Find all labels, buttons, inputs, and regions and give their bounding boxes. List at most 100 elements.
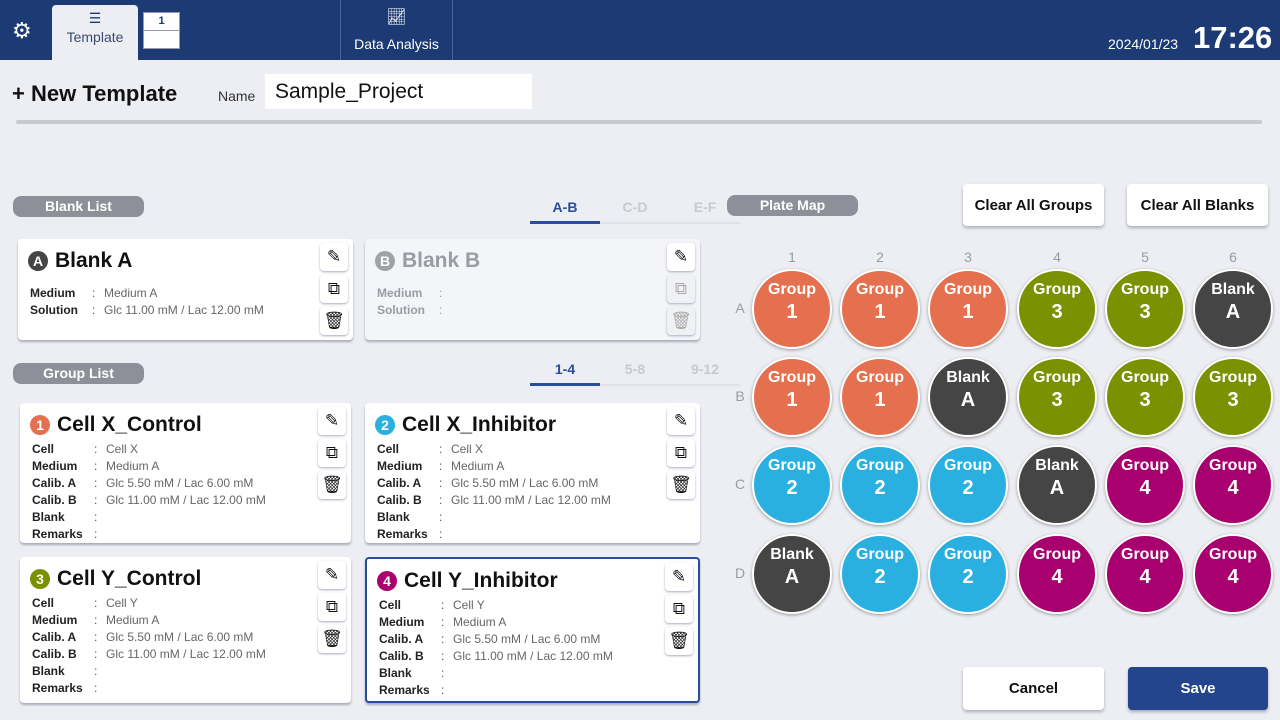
field-label: Medium <box>30 286 76 300</box>
badge-4: 4 <box>377 571 397 591</box>
copy-button[interactable]: ⧉ <box>667 439 695 467</box>
well-C6[interactable]: Group 4 <box>1193 445 1273 525</box>
card-cell-y-inhibitor[interactable]: 4 Cell Y_Inhibitor Cell: Cell Y Medium: Mediu… <box>365 557 700 703</box>
tab-9-12[interactable]: 9-12 <box>670 361 740 386</box>
card-blank-b[interactable]: B Blank B Medium: Solution: ✎ ⧉ 🗑︎ <box>365 239 700 340</box>
edit-button[interactable]: ✎ <box>665 563 693 591</box>
field-label: Remarks <box>32 681 83 695</box>
well-D4[interactable]: Group 4 <box>1017 534 1097 614</box>
field-colon: : <box>441 683 445 697</box>
delete-button[interactable]: 🗑︎ <box>318 471 346 499</box>
badge-1: 1 <box>30 415 50 435</box>
clear-all-blanks-button[interactable]: Clear All Blanks <box>1127 184 1268 226</box>
field-row: Solution: Glc 11.00 mM / Lac 12.00 mM <box>30 302 264 319</box>
delete-button[interactable]: 🗑︎ <box>665 627 693 655</box>
delete-icon: 🗑︎ <box>323 311 345 330</box>
plate-tab[interactable]: 1 <box>143 12 180 49</box>
clear-all-groups-button[interactable]: Clear All Groups <box>963 184 1104 226</box>
save-button[interactable]: Save <box>1128 667 1268 710</box>
well-B1[interactable]: Group 1 <box>752 357 832 437</box>
card-title: B Blank B <box>375 249 480 273</box>
well-D2[interactable]: Group 2 <box>840 534 920 614</box>
field-value: Cell X <box>451 442 484 456</box>
well-type: Group <box>856 281 904 298</box>
well-D5[interactable]: Group 4 <box>1105 534 1185 614</box>
well-type: Group <box>768 457 816 474</box>
card-title: 2 Cell X_Inhibitor <box>375 413 556 437</box>
tab-template-label: Template <box>66 29 124 45</box>
well-id: 3 <box>1139 389 1151 411</box>
well-A4[interactable]: Group 3 <box>1017 269 1097 349</box>
well-B3[interactable]: Blank A <box>928 357 1008 437</box>
well-A2[interactable]: Group 1 <box>840 269 920 349</box>
tab-template[interactable]: ☰ Template <box>52 5 138 61</box>
well-B4[interactable]: Group 3 <box>1017 357 1097 437</box>
well-id: 4 <box>1139 477 1151 499</box>
well-C3[interactable]: Group 2 <box>928 445 1008 525</box>
copy-button[interactable]: ⧉ <box>318 439 346 467</box>
well-B6[interactable]: Group 3 <box>1193 357 1273 437</box>
well-C2[interactable]: Group 2 <box>840 445 920 525</box>
edit-button[interactable]: ✎ <box>667 407 695 435</box>
well-C1[interactable]: Group 2 <box>752 445 832 525</box>
well-C5[interactable]: Group 4 <box>1105 445 1185 525</box>
delete-button[interactable]: 🗑︎ <box>318 625 346 653</box>
card-cell-y-control[interactable]: 3 Cell Y_Control Cell: Cell Y Medium: Medium … <box>20 557 351 703</box>
well-D6[interactable]: Group 4 <box>1193 534 1273 614</box>
card-fields: Medium: Solution: <box>377 285 451 319</box>
card-cell-x-inhibitor[interactable]: 2 Cell X_Inhibitor Cell: Cell X Medium: Mediu… <box>365 403 700 543</box>
well-id: 4 <box>1227 566 1239 588</box>
cancel-button[interactable]: Cancel <box>963 667 1104 710</box>
card-blank-a[interactable]: A Blank A Medium: Medium A Solution: Glc 11.0… <box>18 239 353 340</box>
new-template-title: + New Template <box>12 81 177 107</box>
delete-button[interactable]: 🗑︎ <box>667 307 695 335</box>
well-D3[interactable]: Group 2 <box>928 534 1008 614</box>
delete-icon: 🗑︎ <box>668 631 690 650</box>
well-B2[interactable]: Group 1 <box>840 357 920 437</box>
delete-button[interactable]: 🗑︎ <box>320 307 348 335</box>
field-label: Blank <box>32 664 65 678</box>
well-id: A <box>1225 301 1241 323</box>
tab-data-analysis[interactable]: 📈︎ Data Analysis <box>341 0 452 60</box>
well-type: Blank <box>1211 281 1255 298</box>
well-id: 3 <box>1051 301 1063 323</box>
well-A5[interactable]: Group 3 <box>1105 269 1185 349</box>
field-label: Medium <box>32 459 78 473</box>
card-cell-x-control[interactable]: 1 Cell X_Control Cell: Cell X Medium: Medium … <box>20 403 351 543</box>
delete-button[interactable]: 🗑︎ <box>667 471 695 499</box>
delete-icon: 🗑︎ <box>670 311 692 330</box>
group-list-label: Group List <box>13 363 144 384</box>
well-D1[interactable]: Blank A <box>752 534 832 614</box>
well-A1[interactable]: Group 1 <box>752 269 832 349</box>
field-colon: : <box>94 664 98 678</box>
edit-button[interactable]: ✎ <box>318 561 346 589</box>
edit-button[interactable]: ✎ <box>320 243 348 271</box>
tab-A-B[interactable]: A-B <box>530 199 600 224</box>
name-input[interactable] <box>265 74 532 109</box>
well-type: Group <box>944 546 992 563</box>
field-colon: : <box>441 666 445 680</box>
copy-button[interactable]: ⧉ <box>667 275 695 303</box>
card-title-text: Cell X_Control <box>57 413 202 436</box>
copy-icon: ⧉ <box>672 599 686 618</box>
delete-icon: 🗑︎ <box>321 475 343 494</box>
well-type: Group <box>856 369 904 386</box>
tab-C-D[interactable]: C-D <box>600 199 670 224</box>
copy-button[interactable]: ⧉ <box>665 595 693 623</box>
edit-button[interactable]: ✎ <box>318 407 346 435</box>
copy-button[interactable]: ⧉ <box>320 275 348 303</box>
field-value: Glc 11.00 mM / Lac 12.00 mM <box>451 493 611 507</box>
edit-button[interactable]: ✎ <box>667 243 695 271</box>
field-row: Remarks: <box>377 526 611 543</box>
field-colon: : <box>439 286 443 300</box>
tab-E-F[interactable]: E-F <box>670 199 740 224</box>
copy-button[interactable]: ⧉ <box>318 593 346 621</box>
well-A3[interactable]: Group 1 <box>928 269 1008 349</box>
well-A6[interactable]: Blank A <box>1193 269 1273 349</box>
tab-1-4[interactable]: 1-4 <box>530 361 600 386</box>
tab-5-8[interactable]: 5-8 <box>600 361 670 386</box>
well-C4[interactable]: Blank A <box>1017 445 1097 525</box>
edit-icon: ✎ <box>673 411 689 430</box>
well-B5[interactable]: Group 3 <box>1105 357 1185 437</box>
gear-icon[interactable]: ⚙ <box>12 18 32 43</box>
